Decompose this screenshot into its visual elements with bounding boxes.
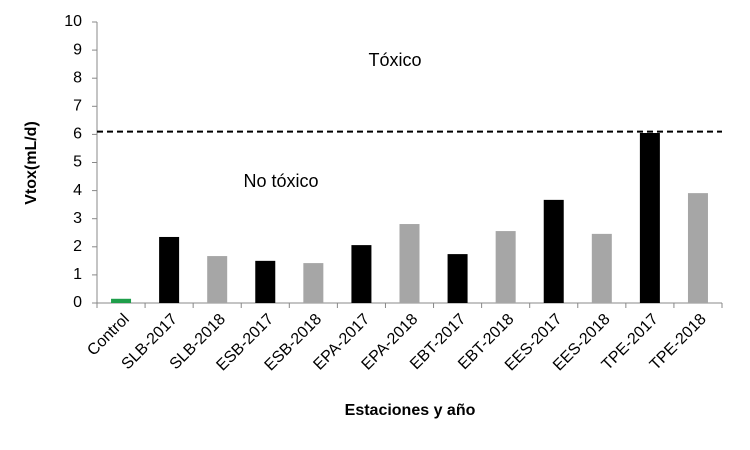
bar bbox=[399, 224, 420, 303]
x-tick-label: Control bbox=[84, 311, 133, 360]
y-tick-label: 10 bbox=[64, 13, 82, 30]
bar bbox=[207, 256, 228, 303]
y-tick-label: 6 bbox=[73, 126, 82, 143]
y-tick-label: 3 bbox=[73, 210, 82, 227]
bar bbox=[495, 231, 516, 303]
bar bbox=[543, 199, 564, 303]
bar bbox=[111, 298, 132, 303]
y-tick-label: 8 bbox=[73, 69, 82, 86]
bar bbox=[159, 236, 180, 303]
bar bbox=[255, 260, 276, 303]
x-axis-title: Estaciones y año bbox=[345, 402, 476, 419]
bar bbox=[303, 263, 324, 303]
y-tick-label: 0 bbox=[73, 294, 82, 311]
bar bbox=[591, 233, 612, 303]
annotation: Tóxico bbox=[368, 50, 421, 70]
y-tick-label: 7 bbox=[73, 98, 82, 115]
y-tick-label: 2 bbox=[73, 238, 82, 255]
y-tick-label: 4 bbox=[73, 182, 82, 199]
annotation: No tóxico bbox=[243, 171, 318, 191]
bar bbox=[687, 193, 708, 303]
y-tick-label: 5 bbox=[73, 154, 82, 171]
bar bbox=[447, 254, 468, 303]
bar bbox=[351, 245, 372, 303]
y-tick-label: 9 bbox=[73, 41, 82, 58]
y-axis-title: Vtox(mL/d) bbox=[23, 121, 40, 205]
bar bbox=[639, 132, 660, 303]
y-tick-label: 1 bbox=[73, 266, 82, 283]
